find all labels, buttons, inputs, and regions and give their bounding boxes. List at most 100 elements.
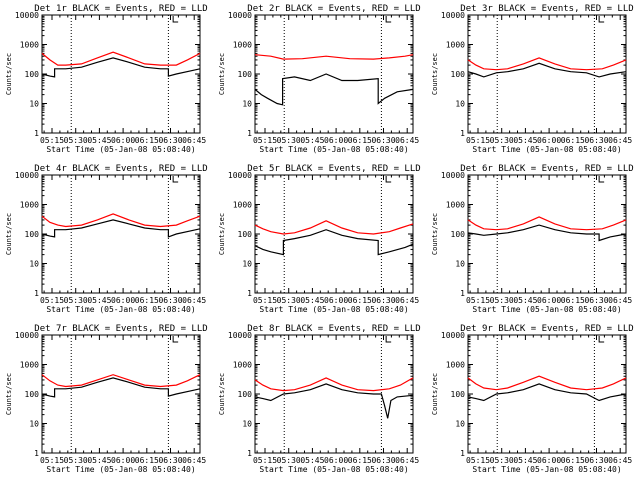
y-axis-label: Counts/sec	[218, 53, 226, 95]
y-tick-label: 10	[29, 420, 39, 429]
panel-title: Det 2r BLACK = Events, RED = LLD	[247, 4, 420, 14]
series-line-events	[41, 219, 201, 238]
y-tick-label: 10	[242, 420, 252, 429]
y-tick-label: 1	[247, 449, 252, 458]
series-line-lld	[254, 54, 414, 60]
y-tick-label: 1000	[233, 41, 252, 50]
x-tick-label: 06:30	[158, 456, 182, 465]
detector-panel-7: Det 7r BLACK = Events, RED = LLD 1 10 100 10…	[5, 324, 208, 474]
series-line-events	[41, 377, 201, 398]
x-tick-label: 06:30	[584, 136, 608, 145]
y-tick-label: 10000	[15, 11, 39, 20]
panel-title: Det 3r BLACK = Events, RED = LLD	[460, 4, 633, 14]
x-tick-label: 06:15	[348, 136, 372, 145]
x-tick-label: 06:15	[135, 296, 159, 305]
x-tick-label: 06:30	[584, 456, 608, 465]
y-tick-label: 10	[455, 260, 465, 269]
series-line-events	[254, 229, 414, 256]
y-tick-label: 1000	[446, 361, 465, 370]
time-marker	[172, 176, 179, 183]
x-tick-label: 06:45	[395, 136, 419, 145]
x-tick-label: 05:30	[277, 456, 301, 465]
x-tick-label: 05:45	[300, 296, 324, 305]
y-tick-label: 10000	[441, 331, 465, 340]
x-tick-label: 06:00	[111, 136, 135, 145]
y-axis-label: Counts/sec	[431, 53, 439, 95]
detector-panel-2: Det 2r BLACK = Events, RED = LLD 1 10 100 10…	[218, 4, 421, 154]
x-tick-label: 06:30	[371, 296, 395, 305]
series-line-lld	[41, 374, 201, 388]
x-tick-label: 06:00	[111, 296, 135, 305]
x-tick-label: 06:30	[371, 136, 395, 145]
panel-title: Det 8r BLACK = Events, RED = LLD	[247, 324, 420, 334]
y-tick-label: 100	[451, 390, 466, 399]
series-line-lld	[467, 216, 627, 231]
x-tick-label: 05:15	[40, 136, 64, 145]
y-tick-label: 1	[34, 449, 39, 458]
y-tick-label: 100	[25, 390, 40, 399]
y-tick-label: 1000	[20, 41, 39, 50]
series-line-lld	[254, 220, 414, 235]
x-tick-label: 05:15	[253, 136, 277, 145]
time-marker	[598, 176, 605, 183]
x-tick-label: 06:00	[537, 456, 561, 465]
y-tick-label: 10	[455, 100, 465, 109]
y-axis-label: Counts/sec	[5, 373, 13, 415]
y-tick-label: 100	[238, 70, 253, 79]
y-tick-label: 10000	[228, 11, 252, 20]
detector-panel-3: Det 3r BLACK = Events, RED = LLD 1 10 100 10…	[431, 4, 634, 154]
x-tick-label: 06:30	[371, 456, 395, 465]
x-tick-label: 06:15	[348, 456, 372, 465]
x-tick-label: 06:30	[158, 296, 182, 305]
x-tick-label: 06:15	[561, 136, 585, 145]
x-axis-label: Start Time (05-Jan-08 05:08:40)	[46, 145, 195, 154]
y-tick-label: 1	[460, 129, 465, 138]
x-tick-label: 05:45	[513, 296, 537, 305]
time-marker	[172, 336, 179, 343]
x-tick-label: 05:30	[490, 296, 514, 305]
series-line-events	[467, 383, 627, 402]
y-tick-label: 1	[34, 129, 39, 138]
panel-title: Det 9r BLACK = Events, RED = LLD	[460, 324, 633, 334]
x-tick-label: 05:15	[466, 296, 490, 305]
y-axis-label: Counts/sec	[218, 213, 226, 255]
x-tick-label: 05:15	[466, 456, 490, 465]
x-tick-label: 05:45	[87, 456, 111, 465]
y-tick-label: 1	[247, 289, 252, 298]
x-tick-label: 05:15	[40, 456, 64, 465]
y-axis-label: Counts/sec	[431, 373, 439, 415]
series-line-lld	[467, 375, 627, 391]
x-tick-label: 06:00	[537, 296, 561, 305]
x-tick-label: 05:45	[513, 456, 537, 465]
x-tick-label: 06:00	[324, 296, 348, 305]
series-line-events	[467, 62, 627, 78]
x-tick-label: 06:45	[608, 456, 632, 465]
y-tick-label: 1	[247, 129, 252, 138]
x-tick-label: 06:00	[111, 456, 135, 465]
x-axis-label: Start Time (05-Jan-08 05:08:40)	[472, 305, 621, 314]
x-tick-label: 05:15	[253, 456, 277, 465]
y-tick-label: 100	[238, 230, 253, 239]
x-tick-label: 06:00	[324, 456, 348, 465]
x-tick-label: 06:15	[135, 456, 159, 465]
x-tick-label: 05:30	[277, 296, 301, 305]
y-tick-label: 1	[460, 449, 465, 458]
detector-panel-6: Det 6r BLACK = Events, RED = LLD 1 10 100 10…	[431, 164, 634, 314]
x-tick-label: 05:45	[513, 136, 537, 145]
plot-frame	[254, 14, 414, 134]
detector-panel-1: Det 1r BLACK = Events, RED = LLD 1 10 100 10…	[5, 4, 208, 154]
y-tick-label: 10000	[228, 171, 252, 180]
x-tick-label: 05:45	[300, 456, 324, 465]
x-tick-label: 05:15	[40, 296, 64, 305]
y-tick-label: 10000	[228, 331, 252, 340]
y-tick-label: 100	[451, 70, 466, 79]
time-marker	[172, 16, 179, 23]
detector-panel-9: Det 9r BLACK = Events, RED = LLD 1 10 100 10…	[431, 324, 634, 474]
y-tick-label: 10000	[441, 11, 465, 20]
x-tick-label: 06:45	[395, 296, 419, 305]
y-tick-label: 100	[25, 230, 40, 239]
series-line-lld	[254, 377, 414, 392]
x-tick-label: 06:30	[584, 296, 608, 305]
x-tick-label: 05:15	[466, 136, 490, 145]
